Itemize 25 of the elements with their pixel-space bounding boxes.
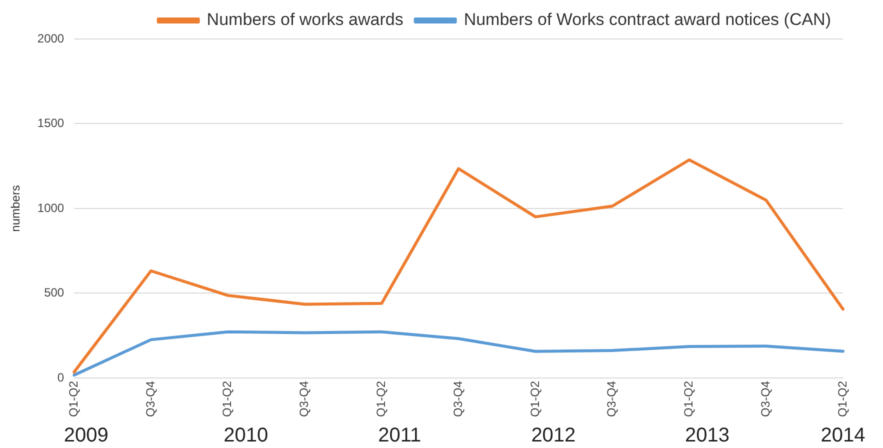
x-tick-label: Q1-Q2	[682, 380, 696, 418]
x-tick-label: Q3-Q4	[297, 380, 312, 418]
text: 2011	[378, 424, 422, 447]
x-tick-label: Q1-Q2	[66, 380, 80, 418]
legend-label: Numbers of Works contract award notices (CAN)	[464, 10, 831, 30]
x-tick-label: Q3-Q4	[758, 380, 772, 418]
y-tick-label: 500	[44, 286, 64, 300]
text: 2010	[224, 424, 268, 447]
y-tick-label: 2000	[37, 31, 64, 46]
y-axis-title: numbers	[8, 185, 23, 232]
legend-label: Numbers of works awards	[206, 10, 404, 30]
y-tick-label: 1000	[37, 200, 64, 215]
x-tick-label: Q1-Q2	[374, 380, 388, 418]
x-tick-label: Q3-Q4	[604, 380, 619, 418]
text: 2012	[531, 424, 576, 447]
text: 2009	[64, 424, 108, 447]
y-tick-label: 0	[57, 370, 64, 384]
y-tick-label: 1500	[37, 116, 64, 130]
text: 2013	[684, 424, 730, 447]
x-tick-label: Q3-Q4	[143, 380, 158, 418]
x-tick-label: Q1-Q2	[835, 380, 850, 418]
text: 2014	[820, 424, 866, 447]
x-tick-label: Q3-Q4	[450, 380, 465, 418]
x-tick-label: Q1-Q2	[528, 380, 542, 418]
x-tick-label: Q1-Q2	[220, 380, 234, 418]
